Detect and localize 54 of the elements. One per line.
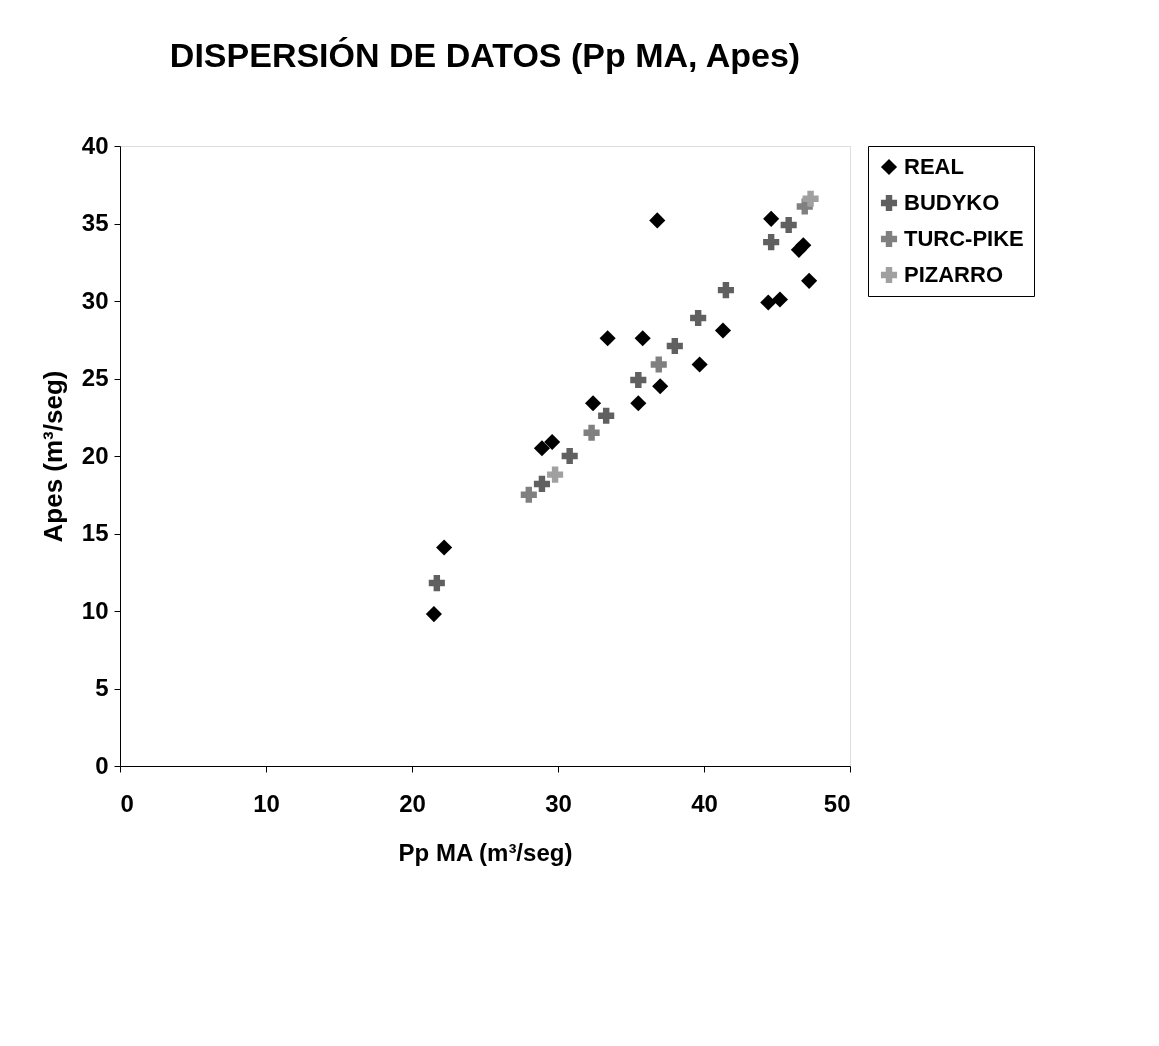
- point: [717, 282, 734, 299]
- point: [666, 337, 683, 355]
- point: [436, 539, 453, 556]
- y-tick-label: 10: [81, 596, 109, 624]
- point: [691, 356, 708, 373]
- point: [652, 378, 669, 395]
- point: [425, 606, 442, 623]
- point: [760, 294, 777, 311]
- y-tick-label: 5: [95, 674, 109, 701]
- y-tick-label: 30: [81, 286, 109, 314]
- x-tick-label: 30: [545, 789, 572, 817]
- point: [802, 190, 819, 207]
- x-tick-label: 20: [399, 789, 426, 817]
- point: [649, 212, 666, 229]
- x-tick-label: 0: [120, 789, 134, 817]
- legend-label: BUDYKO: [904, 190, 1000, 215]
- point: [544, 433, 561, 451]
- point: [650, 356, 667, 373]
- point: [630, 395, 647, 412]
- point: [584, 395, 602, 412]
- point: [533, 475, 550, 492]
- x-tick-label: 40: [691, 789, 718, 817]
- point: [520, 486, 537, 503]
- point: [630, 371, 647, 389]
- point: [763, 210, 780, 227]
- y-tick-label: 35: [81, 209, 109, 236]
- point: [690, 309, 707, 327]
- legend-label: REAL: [904, 154, 964, 179]
- legend-label: PIZARRO: [904, 262, 1003, 287]
- chart-title: DISPERSIÓN DE DATOS (Pp MA, Apes): [169, 36, 801, 74]
- y-tick-label: 0: [95, 751, 109, 779]
- legend-label: TURC-PIKE: [904, 226, 1024, 251]
- point: [763, 234, 780, 251]
- y-tick-label: 40: [81, 131, 109, 159]
- y-tick-label: 15: [81, 519, 109, 546]
- point: [428, 575, 445, 592]
- point: [634, 330, 651, 347]
- y-axis-title: Apes (m³/seg): [37, 370, 68, 543]
- point: [780, 216, 797, 234]
- point: [561, 447, 578, 465]
- point: [599, 330, 616, 347]
- point: [598, 407, 615, 424]
- x-axis-title: Pp MA (m³/seg): [398, 838, 573, 866]
- point: [583, 424, 600, 441]
- point: [547, 466, 564, 483]
- point: [771, 291, 788, 308]
- y-tick-label: 20: [81, 441, 109, 469]
- point: [533, 440, 550, 457]
- x-tick-label: 10: [253, 789, 280, 817]
- point: [795, 237, 812, 254]
- point: [801, 272, 818, 289]
- y-tick-label: 25: [81, 364, 109, 391]
- x-tick-label: 50: [823, 789, 851, 817]
- point: [714, 322, 732, 339]
